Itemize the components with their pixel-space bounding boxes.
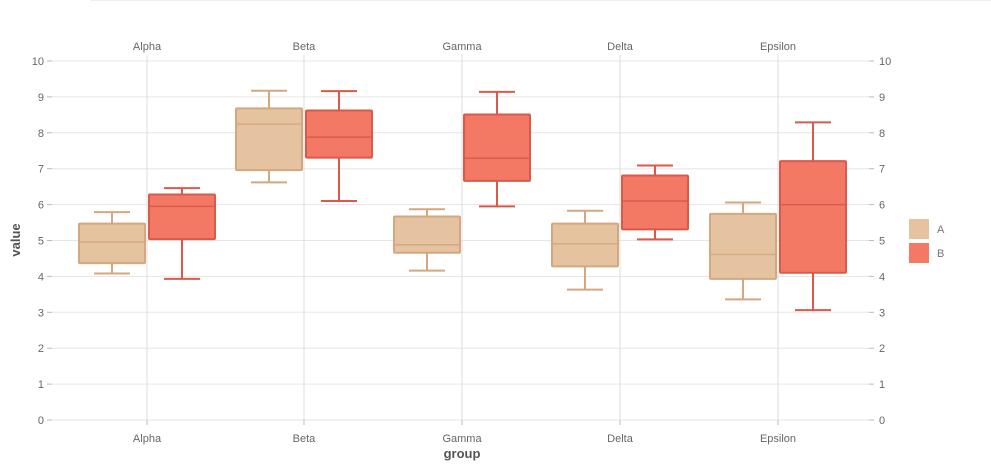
box-B-delta <box>621 164 689 241</box>
box-B-epsilon <box>779 121 847 312</box>
y-tick-label-right: 3 <box>879 307 885 319</box>
y-tick-label-right: 9 <box>879 92 885 104</box>
y-tick-label-left: 0 <box>38 415 44 427</box>
y-tick-label-right: 2 <box>879 343 885 355</box>
y-tick-label-left: 5 <box>38 236 44 248</box>
y-tick-label-right: 4 <box>879 271 885 283</box>
axis-layer: 0 0 1 1 2 2 3 3 4 4 5 5 6 6 7 7 8 8 9 9 10 10 Alpha Alpha Beta Be… <box>32 41 892 445</box>
y-tick-label-left: 4 <box>38 271 44 283</box>
y-tick-label-right: 0 <box>879 415 885 427</box>
box-rect <box>621 174 689 231</box>
box-A-beta <box>235 89 303 184</box>
legend-swatch-A <box>909 219 929 239</box>
box-rect <box>78 222 146 265</box>
y-tick-label-right: 7 <box>879 164 885 176</box>
y-tick-label-right: 6 <box>879 200 885 212</box>
box-B-beta <box>305 90 373 203</box>
x-tick-label-top: Epsilon <box>760 41 796 53</box>
x-tick-label-top: Delta <box>607 41 634 53</box>
box-rect <box>393 215 461 254</box>
x-tick-label-top: Beta <box>293 41 317 53</box>
legend-label-A: A <box>937 224 945 236</box>
y-axis-title: value <box>8 223 23 256</box>
legend-swatch-B <box>909 243 929 263</box>
box-A-gamma <box>393 208 461 272</box>
x-tick-label-bottom: Epsilon <box>760 433 796 445</box>
legend-label-B: B <box>937 248 944 260</box>
x-tick-label-bottom: Beta <box>293 433 317 445</box>
box-rect <box>551 222 619 268</box>
box-rect <box>463 113 531 182</box>
y-tick-label-left: 2 <box>38 343 44 355</box>
box-A-alpha <box>78 211 146 275</box>
box-A-epsilon <box>709 201 777 301</box>
box-layer <box>78 89 847 312</box>
x-tick-label-top: Gamma <box>442 41 482 53</box>
box-rect <box>779 160 847 274</box>
y-tick-label-left: 7 <box>38 164 44 176</box>
y-tick-label-left: 1 <box>38 379 44 391</box>
y-tick-label-left: 9 <box>38 92 44 104</box>
y-tick-label-left: 8 <box>38 128 44 140</box>
x-tick-label-top: Alpha <box>133 41 162 53</box>
x-axis-title: group <box>444 446 481 461</box>
box-B-gamma <box>463 90 531 208</box>
y-tick-label-right: 10 <box>879 56 891 68</box>
y-tick-label-left: 6 <box>38 200 44 212</box>
box-rect <box>305 109 373 159</box>
legend: AB <box>909 219 945 263</box>
top-border-line <box>90 0 991 1</box>
x-tick-label-bottom: Gamma <box>442 433 482 445</box>
y-tick-label-right: 8 <box>879 128 885 140</box>
box-rect <box>148 193 216 241</box>
x-tick-label-bottom: Alpha <box>133 433 162 445</box>
y-tick-label-right: 1 <box>879 379 885 391</box>
y-tick-label-left: 10 <box>32 56 44 68</box>
box-A-delta <box>551 209 619 291</box>
box-B-alpha <box>148 187 216 280</box>
box-rect <box>235 107 303 172</box>
box-rect <box>709 212 777 280</box>
y-tick-label-left: 3 <box>38 307 44 319</box>
x-tick-label-bottom: Delta <box>607 433 634 445</box>
y-tick-label-right: 5 <box>879 236 885 248</box>
